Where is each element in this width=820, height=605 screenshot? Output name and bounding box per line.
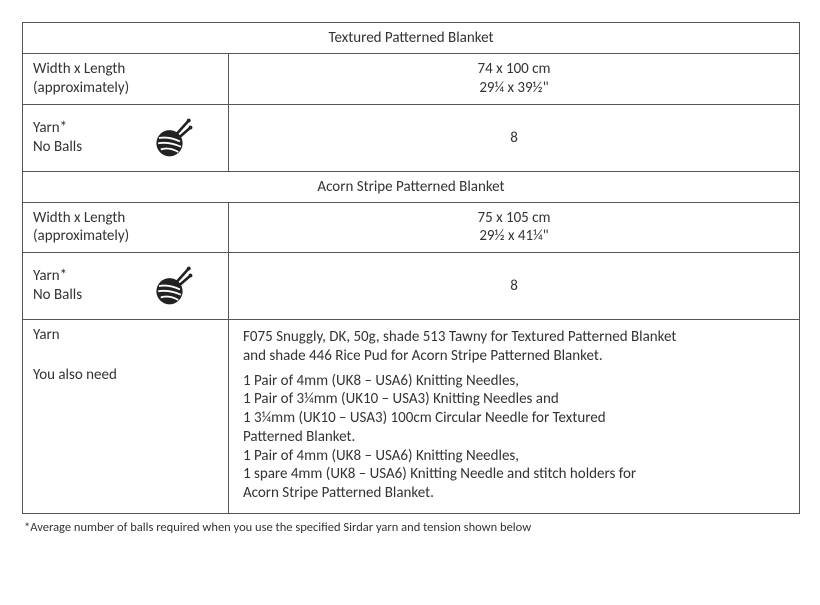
details-label-yarn: Yarn xyxy=(33,326,117,344)
section1-yarn-label: Yarn* No Balls xyxy=(23,105,229,171)
section2-yarn-label: Yarn* No Balls xyxy=(23,253,229,319)
dim-cm: 75 x 105 cm xyxy=(477,209,550,228)
yarn-balls: 8 xyxy=(510,129,518,147)
dim-label-line1: Width x Length xyxy=(33,60,218,79)
section2-dim-label: Width x Length (approximately) xyxy=(23,203,229,253)
need-6: 1 spare 4mm (UK8 – USA6) Knitting Needle… xyxy=(243,465,636,484)
yarn-ball-icon xyxy=(152,265,194,307)
section2-title: Acorn Stripe Patterned Blanket xyxy=(23,172,799,202)
dim-label-line2: (approximately) xyxy=(33,227,218,246)
section1-dimensions-row: Width x Length (approximately) 74 x 100 … xyxy=(23,54,799,105)
need-5: 1 Pair of 4mm (UK8 – USA6) Knitting Need… xyxy=(243,447,519,466)
details-label-need: You also need xyxy=(33,366,117,384)
yarn-text-1: F075 Snuggly, DK, 50g, shade 513 Tawny f… xyxy=(243,328,676,347)
section1-header-row: Textured Patterned Blanket xyxy=(23,23,799,54)
details-left: Yarn You also need xyxy=(23,320,229,513)
dim-label-line2: (approximately) xyxy=(33,79,218,98)
section1-yarn-row: Yarn* No Balls 8 xyxy=(23,105,799,172)
section2-yarn-value: 8 xyxy=(229,253,799,319)
yarn-ball-icon xyxy=(152,117,194,159)
details-row: Yarn You also need F075 Snuggly, DK, 50g… xyxy=(23,320,799,513)
need-7: Acorn Stripe Patterned Blanket. xyxy=(243,484,434,503)
need-2: 1 Pair of 3¼mm (UK10 – USA3) Knitting Ne… xyxy=(243,390,559,409)
section2-dim-value: 75 x 105 cm 29½ x 41¼" xyxy=(229,203,799,253)
details-right: F075 Snuggly, DK, 50g, shade 513 Tawny f… xyxy=(229,320,799,513)
specification-table: Textured Patterned Blanket Width x Lengt… xyxy=(22,22,800,514)
section2-dimensions-row: Width x Length (approximately) 75 x 105 … xyxy=(23,203,799,254)
yarn-balls: 8 xyxy=(510,277,518,295)
section2-header-row: Acorn Stripe Patterned Blanket xyxy=(23,172,799,203)
need-4: Patterned Blanket. xyxy=(243,428,355,447)
section1-dim-label: Width x Length (approximately) xyxy=(23,54,229,104)
section2-yarn-row: Yarn* No Balls 8 xyxy=(23,253,799,320)
yarn-text-2: and shade 446 Rice Pud for Acorn Stripe … xyxy=(243,347,603,366)
dim-in: 29¼ x 39½" xyxy=(479,79,548,98)
section1-yarn-value: 8 xyxy=(229,105,799,171)
dim-label-line1: Width x Length xyxy=(33,209,218,228)
section1-title: Textured Patterned Blanket xyxy=(23,23,799,53)
need-1: 1 Pair of 4mm (UK8 – USA6) Knitting Need… xyxy=(243,372,519,391)
need-3: 1 3¼mm (UK10 – USA3) 100cm Circular Need… xyxy=(243,409,606,428)
dim-cm: 74 x 100 cm xyxy=(477,60,550,79)
footnote: *Average number of balls required when y… xyxy=(22,520,800,535)
section1-dim-value: 74 x 100 cm 29¼ x 39½" xyxy=(229,54,799,104)
dim-in: 29½ x 41¼" xyxy=(479,227,548,246)
